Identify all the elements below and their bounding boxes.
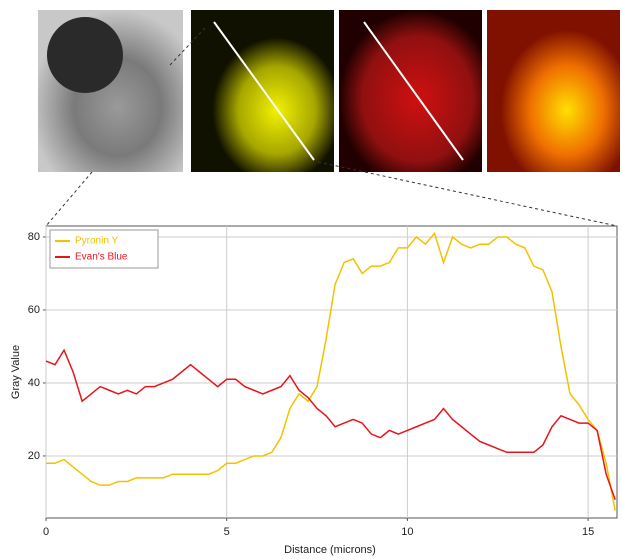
figure: Distance (microns) Gray Value 20 40 60 80 0 5… bbox=[0, 0, 622, 560]
x-tick-label: 5 bbox=[224, 526, 230, 538]
micrographs bbox=[38, 10, 620, 226]
x-tick-label: 15 bbox=[582, 526, 594, 538]
y-axis-label: Gray Value bbox=[10, 345, 22, 399]
merged-image bbox=[487, 10, 620, 172]
legend-label: Pyronin Y bbox=[75, 236, 119, 247]
zoom-line bbox=[46, 172, 92, 226]
x-axis-label: Distance (microns) bbox=[284, 544, 376, 556]
y-tick-label: 40 bbox=[28, 377, 40, 389]
series-line bbox=[46, 350, 615, 500]
plot-frame bbox=[46, 226, 617, 518]
pyronin-image bbox=[191, 10, 334, 172]
legend-label: Evan's Blue bbox=[75, 252, 128, 263]
y-tick-label: 20 bbox=[28, 450, 40, 462]
series-line bbox=[46, 233, 615, 510]
y-tick-label: 60 bbox=[28, 304, 40, 316]
evans-blue-image bbox=[339, 10, 482, 172]
x-tick-label: 10 bbox=[401, 526, 413, 538]
x-tick-label: 0 bbox=[43, 526, 49, 538]
y-tick-label: 80 bbox=[28, 231, 40, 243]
cell-shadow bbox=[47, 17, 123, 93]
